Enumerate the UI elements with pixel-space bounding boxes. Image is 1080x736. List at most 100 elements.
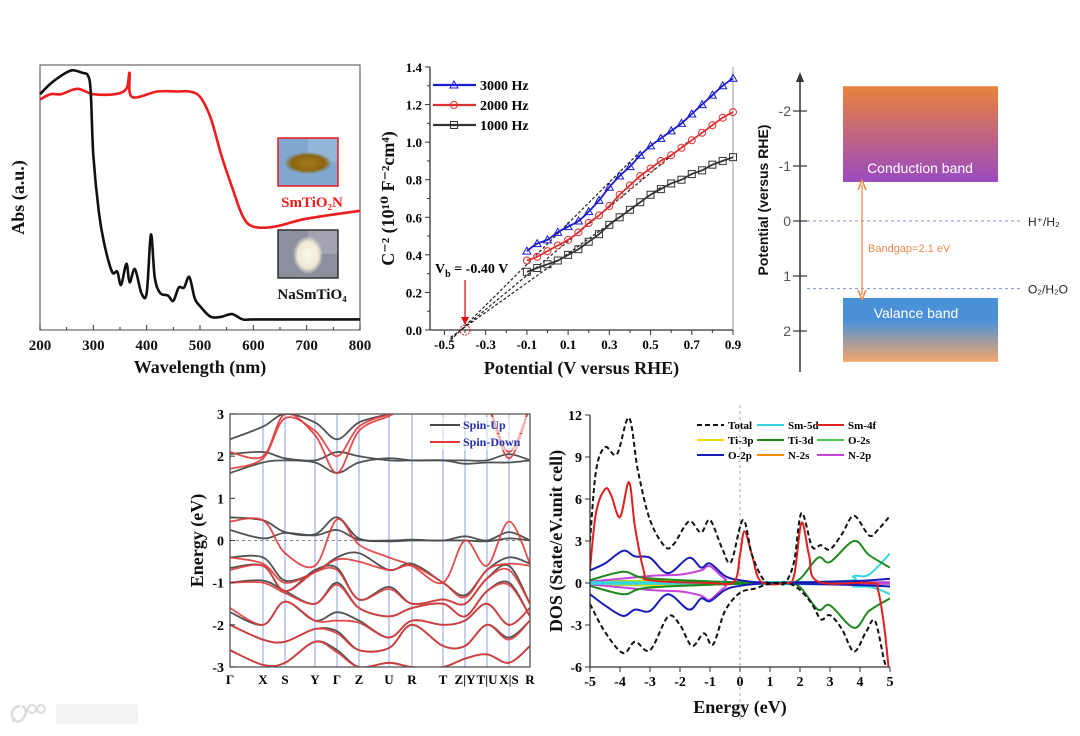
y-axis-label: DOS (State/eV.unit cell)	[546, 450, 567, 632]
legend-label: 2000 Hz	[480, 99, 529, 114]
band-down-13	[230, 517, 530, 585]
data-point	[655, 133, 666, 142]
series-line	[526, 77, 734, 252]
k-point-label: Y	[310, 672, 320, 687]
k-point-label: R	[525, 672, 535, 687]
legend-label: 3000 Hz	[480, 79, 529, 94]
band-up-1	[230, 457, 530, 474]
sample-label: NaSmTiO₄	[277, 287, 347, 303]
data-point	[553, 256, 562, 265]
data-point	[584, 218, 593, 227]
band-down-16	[230, 581, 530, 618]
x-tick-label: 300	[82, 338, 105, 354]
data-point	[604, 182, 615, 191]
x-tick-label: 2	[797, 675, 804, 690]
legend-label: Sm-4f	[848, 420, 876, 432]
data-point	[676, 118, 687, 127]
powder-sample	[293, 236, 323, 274]
x-tick-label: 0.9	[725, 337, 742, 352]
band-down-19	[230, 640, 530, 667]
data-point	[615, 213, 624, 222]
x-tick-label: 0.1	[560, 337, 576, 352]
data-point	[574, 245, 583, 254]
data-point	[605, 202, 614, 211]
legend-label: Spin-Up	[463, 418, 506, 432]
data-point	[573, 216, 584, 225]
data-point	[656, 185, 665, 194]
k-point-label: Z|Y	[455, 672, 477, 687]
data-point	[625, 205, 634, 214]
k-point-label: X|S	[499, 672, 518, 687]
vb-value: = -0.40 V	[451, 262, 509, 277]
data-point	[718, 113, 727, 122]
y-axis-label: Energy (eV)	[187, 494, 208, 587]
powder-sample	[284, 152, 332, 174]
y-tick-label: 12	[568, 409, 582, 424]
y-tick-label: 0	[217, 535, 224, 550]
y-tick-label: 0.4	[406, 248, 423, 263]
k-point-label: S	[281, 672, 288, 687]
y-tick-label: 0	[783, 213, 791, 229]
x-axis-label: Wavelength (nm)	[134, 357, 267, 378]
series-line	[526, 156, 734, 273]
y-tick-label: 0.2	[406, 285, 422, 300]
data-point	[543, 260, 552, 269]
data-point	[595, 211, 604, 220]
k-point-label: X	[258, 672, 268, 687]
legend-label: Ti-3d	[788, 435, 813, 447]
y-axis-label: C⁻² (10¹⁰ F⁻²cm⁴)	[378, 131, 399, 265]
legend-label: N-2p	[848, 450, 871, 462]
y-axis-label: Potential (versus RHE)	[755, 125, 771, 276]
data-point	[594, 195, 604, 204]
legend-label: N-2s	[788, 450, 810, 462]
x-tick-label: 1	[767, 675, 774, 690]
legend-marker	[449, 79, 459, 89]
data-point	[533, 252, 542, 261]
y-tick-label: 0.6	[406, 210, 423, 225]
conduction-band-box	[843, 86, 998, 182]
band-down-15	[230, 563, 530, 606]
vb-subscript: b	[445, 269, 451, 280]
data-point	[574, 228, 583, 237]
series-line-1	[39, 68, 360, 322]
band-edge-diagram: -2 -1 0 1 2 Potential (versus RHE) Conduction …	[755, 72, 1068, 372]
band-down-11	[230, 414, 529, 474]
x-tick-label: -0.1	[517, 337, 538, 352]
dos-curves	[590, 416, 890, 667]
legend-label: O-2s	[848, 435, 871, 447]
x-tick-label: 200	[29, 338, 52, 354]
data-point	[522, 256, 531, 265]
data-point	[615, 190, 624, 199]
dos-sm-4f-up	[590, 481, 890, 667]
redox-level-label: O₂/H₂O	[1028, 283, 1068, 297]
data-point	[552, 227, 563, 236]
vb-annotation: Vb = -0.40 V	[435, 262, 508, 280]
data-point	[687, 136, 696, 145]
absorption-chart: 200 300 400 500 600 700 800 Wavelength (nm) Abs …	[8, 64, 371, 378]
data-point	[636, 198, 645, 207]
bands	[230, 414, 530, 667]
y-tick-label: 0.0	[406, 323, 422, 338]
data-point	[656, 156, 665, 165]
y-tick-label: 9	[575, 451, 582, 466]
vb-arrowhead	[461, 317, 470, 325]
legend-label: Ti-3p	[728, 435, 753, 447]
y-tick-label: -6	[570, 661, 582, 676]
data-point	[697, 99, 707, 109]
x-tick-label: 400	[135, 338, 158, 354]
data-point	[553, 241, 562, 250]
data-point	[543, 247, 552, 256]
x-tick-label: 0.3	[601, 337, 618, 352]
data-point	[645, 140, 656, 150]
data-point	[636, 171, 645, 180]
y-tick-label: 2	[217, 450, 224, 465]
x-tick-label: 0.5	[642, 337, 659, 352]
band-down-12	[230, 414, 528, 470]
data-point	[614, 170, 625, 180]
x-axis-label: Potential (V versus RHE)	[484, 358, 679, 379]
k-point-label: Z	[355, 672, 364, 687]
x-tick-label: -3	[644, 675, 656, 690]
y-tick-label: 1.0	[406, 135, 422, 150]
legend-label: O-2p	[728, 450, 752, 462]
